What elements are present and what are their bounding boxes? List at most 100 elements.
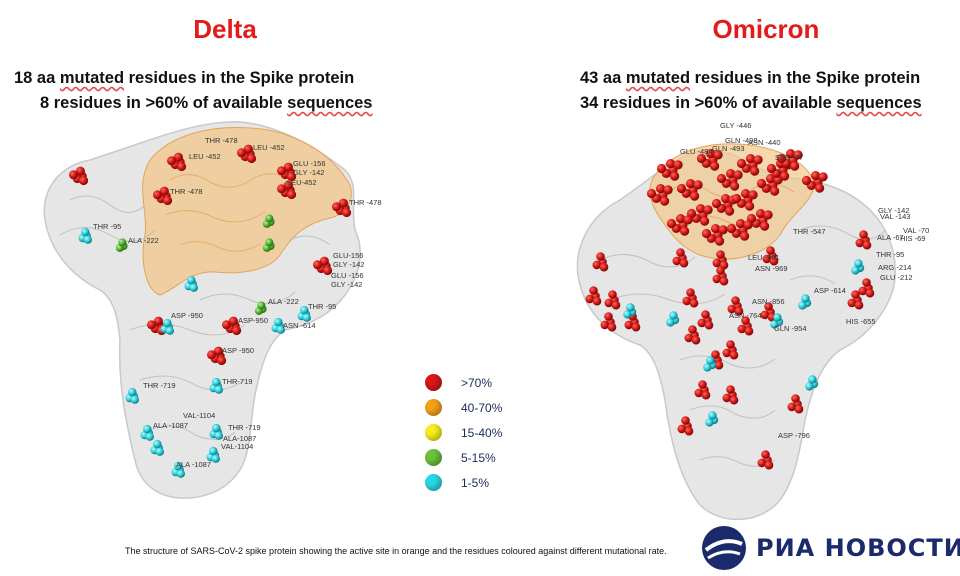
omicron-residue-label: ASP -796 <box>778 431 810 440</box>
residue-sphere <box>338 198 348 208</box>
residue-sphere <box>858 286 868 296</box>
residue-sphere <box>706 149 716 159</box>
residue-sphere <box>163 318 172 328</box>
omicron-residue-label: ARG -214 <box>878 263 911 272</box>
delta-residue-label: LEU -452 <box>189 152 221 161</box>
residue-sphere <box>787 402 797 412</box>
residue-sphere <box>744 326 754 336</box>
residue-sphere <box>211 454 220 463</box>
residue-sphere <box>69 170 78 180</box>
figure-caption: The structure of SARS-CoV-2 spike protei… <box>125 546 667 556</box>
residue-sphere <box>715 236 725 246</box>
legend-item: 1-5% <box>425 470 565 495</box>
residue-sphere <box>704 320 714 330</box>
delta-residue-label: THR -478 <box>205 136 238 145</box>
legend-item: 40-70% <box>425 395 565 420</box>
residue-sphere <box>176 469 185 478</box>
residue-sphere <box>679 258 689 268</box>
residue-sphere <box>847 298 857 308</box>
omicron-residue-label: GLY -142 <box>878 206 909 215</box>
residue-sphere <box>676 183 687 194</box>
residue-sphere <box>604 312 613 321</box>
residue-sphere <box>232 326 242 336</box>
residue-sphere <box>805 382 814 391</box>
residue-sphere <box>669 311 678 320</box>
residue-sphere <box>626 303 635 312</box>
residue-sphere <box>718 225 728 235</box>
residue-sphere <box>711 350 720 359</box>
residue-sphere <box>214 385 223 394</box>
residue-sphere <box>174 461 183 471</box>
residue-sphere <box>719 276 729 286</box>
residue-sphere <box>682 296 692 306</box>
residue-sphere <box>851 266 860 275</box>
residue-sphere <box>143 424 152 434</box>
residue-sphere <box>750 166 760 176</box>
residue-sphere <box>731 193 742 204</box>
residue-sphere <box>276 325 285 334</box>
residue-sphere <box>854 259 863 268</box>
omicron-line1-ul: mutated <box>625 69 691 87</box>
residue-sphere <box>716 266 725 275</box>
residue-sphere <box>766 163 777 174</box>
delta-residue-label: LEU -452 <box>253 143 285 152</box>
legend-label: >70% <box>461 375 493 390</box>
residue-sphere <box>722 348 732 358</box>
residue-sphere <box>708 411 717 420</box>
omicron-residue-label: GLN -954 <box>774 324 807 333</box>
omicron-residue-label: GLU -484 <box>680 147 713 156</box>
residue-sphere <box>729 350 739 360</box>
residue-sphere <box>177 162 187 172</box>
legend-label: 15-40% <box>461 425 503 440</box>
residue-sphere <box>656 163 667 174</box>
omicron-residue-label: HIS -655 <box>846 317 876 326</box>
delta-residue-label: GLU -156 <box>293 159 326 168</box>
residue-sphere <box>623 310 632 319</box>
delta-residue-label: ASP -950 <box>222 346 254 355</box>
residue-sphere <box>862 240 872 250</box>
delta-residue-label: VAL-1104 <box>221 442 253 451</box>
residue-sphere <box>75 166 85 176</box>
residue-sphere <box>283 162 293 172</box>
legend-swatch <box>425 449 442 466</box>
residue-sphere <box>703 205 713 215</box>
delta-line2-pre: 8 residues in >60% of available <box>40 94 288 112</box>
residue-sphere <box>865 288 875 298</box>
delta-residue-label: LEU-452 <box>287 178 317 187</box>
residue-sphere <box>811 171 821 181</box>
residue-sphere <box>277 184 286 194</box>
delta-residue-count: 8 residues in >60% of available sequence… <box>40 94 372 113</box>
residue-sphere <box>684 426 694 436</box>
residue-sphere <box>257 301 266 310</box>
residue-sphere <box>163 196 173 206</box>
residue-sphere <box>862 278 871 287</box>
delta-residue-label: THR -95 <box>93 222 121 231</box>
residue-sphere <box>672 256 682 266</box>
delta-residue-label: GLY -142 <box>331 280 362 289</box>
residue-sphere <box>81 227 90 237</box>
residue-sphere <box>283 180 293 190</box>
residue-sphere <box>716 250 725 259</box>
residue-sphere <box>721 194 731 204</box>
delta-residue-label: ALA -1087 <box>176 460 211 469</box>
residue-sphere <box>79 176 89 186</box>
residue-sphere <box>733 170 743 180</box>
legend-swatch <box>425 374 442 391</box>
legend-swatch <box>425 474 442 491</box>
residue-spheres <box>69 144 875 478</box>
residue-sphere <box>760 221 770 231</box>
residue-sphere <box>153 439 162 449</box>
residue-sphere <box>118 238 127 247</box>
omicron-residue-label: ASN -764 <box>729 311 762 320</box>
residue-sphere <box>712 274 722 284</box>
residue-sphere <box>743 220 753 230</box>
residue-sphere <box>753 155 763 165</box>
delta-line1-post: residues in the Spike protein <box>124 69 355 87</box>
residue-sphere <box>766 246 775 255</box>
delta-line2-ul: sequences <box>287 94 373 112</box>
residue-sphere <box>209 446 218 456</box>
residue-sphere <box>697 318 707 328</box>
residue-sphere <box>815 183 825 193</box>
residue-sphere <box>693 180 703 190</box>
delta-residue-label: GLU-156 <box>333 251 363 260</box>
